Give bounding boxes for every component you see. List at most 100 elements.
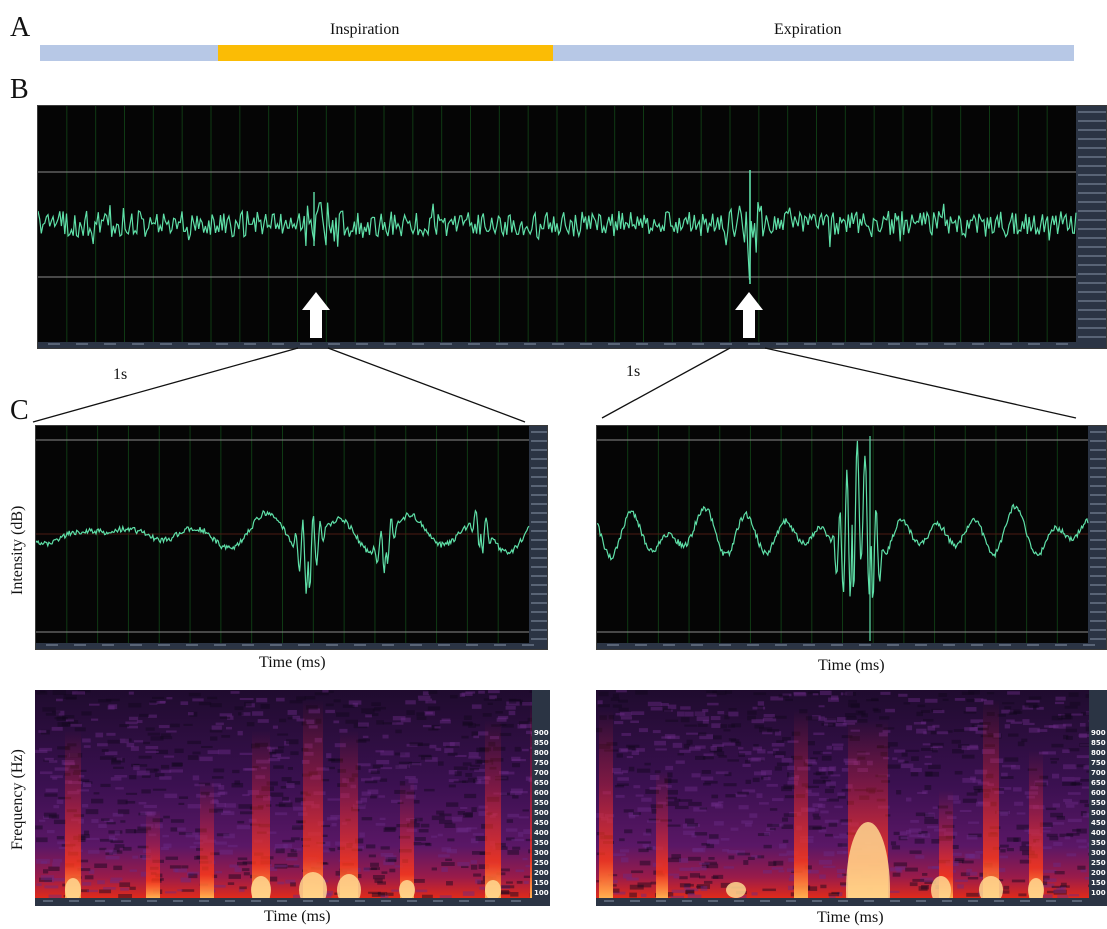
spectrogram-speckle (446, 802, 459, 807)
spectrogram-speckle (787, 765, 795, 771)
spectrogram-speckle (377, 881, 386, 885)
frequency-tick-label: 250 (534, 859, 549, 867)
spectrogram-speckle (841, 873, 849, 876)
waveform-zoom-inspiration-svg (36, 426, 547, 649)
spectrogram-speckle (285, 879, 296, 884)
spectrogram-speckle (872, 707, 879, 712)
spectrogram-speckle (499, 884, 511, 889)
spectrogram-speckle (217, 749, 231, 755)
spectrogram-speckle (117, 799, 128, 805)
spectrogram-speckle (381, 871, 388, 874)
spectrogram-speckle (333, 699, 341, 703)
spectrogram-speckle (674, 798, 681, 802)
spectrogram-speckle (414, 817, 423, 822)
spectrogram-speckle (322, 849, 331, 853)
spectrogram-speckle (99, 889, 112, 894)
spectrogram-speckle (712, 874, 724, 879)
spectrogram-speckle (274, 863, 288, 869)
spectrogram-speckle (511, 838, 524, 842)
spectrogram-speckle (769, 827, 776, 831)
spectrogram-speckle (127, 725, 139, 729)
spectrogram-speckle (79, 889, 89, 893)
spectrogram-speckle (98, 824, 107, 829)
spectrogram-speckle (738, 747, 744, 750)
spectrogram-speckle (111, 758, 125, 763)
spectrogram-speckle (898, 759, 905, 763)
spectrogram-speckle (468, 756, 481, 759)
spectrogram-speckle (1041, 883, 1055, 888)
spectrogram-speckle (126, 743, 135, 748)
x-axis-title-spectro-right: Time (ms) (817, 909, 884, 926)
spectrogram-speckle (446, 848, 458, 854)
spectrogram-speckle (619, 849, 630, 853)
spectrogram-speckle (500, 891, 511, 895)
spectrogram-speckle (79, 774, 85, 778)
frequency-tick-label: 250 (1091, 859, 1106, 867)
spectrogram-speckle (848, 699, 857, 703)
frequency-tick-label: 450 (534, 819, 549, 827)
spectrogram-speckle (287, 781, 301, 785)
spectrogram-speckle (192, 775, 200, 781)
spectrogram-speckle (623, 809, 634, 813)
spectrogram-speckle (612, 768, 621, 774)
spectrogram-speckle (488, 690, 500, 694)
spectrogram-speckle (652, 730, 661, 734)
frequency-tick-label: 300 (1091, 849, 1106, 857)
spectrogram-speckle (219, 713, 233, 717)
spectrogram-speckle (694, 711, 706, 717)
spectrogram-speckle (227, 844, 238, 848)
spectrogram-speckle (1079, 733, 1087, 739)
spectrogram-speckle (1010, 709, 1021, 714)
spectrogram-speckle (728, 724, 736, 728)
spectrogram-speckle (824, 819, 839, 824)
spectrogram-speckle (459, 693, 466, 697)
spectrogram-speckle (736, 850, 746, 856)
spectrogram-speckle (465, 691, 476, 694)
spectrogram-speckle (333, 720, 340, 724)
spectrogram-speckle (717, 710, 725, 715)
spectrogram-speckle (383, 827, 396, 833)
spectrogram-speckle (514, 746, 521, 752)
spectrogram-speckle (199, 756, 213, 762)
spectrogram-speckle (93, 792, 100, 795)
spectrogram-speckle (708, 857, 715, 860)
spectrogram-speckle (408, 762, 421, 767)
spectrogram-speckle (498, 770, 509, 775)
frequency-tick-label: 850 (1091, 739, 1106, 747)
spectrogram-speckle (709, 834, 719, 839)
spectrogram-speckle (321, 779, 330, 782)
spectrogram-speckle (477, 760, 489, 764)
spectrogram-speckle (1000, 776, 1014, 779)
spectrogram-speckle (915, 812, 929, 817)
spectrogram-speckle (471, 731, 479, 736)
spectrogram-speckle (823, 865, 836, 868)
spectrogram-speckle (74, 727, 86, 732)
spectrogram-speckle (391, 889, 399, 892)
spectrogram-speckle (398, 764, 410, 768)
spectrogram-speckle (242, 768, 255, 771)
spectrogram-speckle (933, 709, 945, 714)
spectrogram-speckle (910, 772, 919, 777)
spectrogram-speckle (237, 730, 243, 736)
spectrogram-speckle (240, 811, 254, 815)
spectrogram-speckle (896, 790, 902, 795)
spectrogram-speckle (140, 855, 151, 858)
spectrogram-speckle (106, 732, 116, 736)
spectrogram-speckle (928, 764, 941, 770)
spectrogram-speckle (687, 894, 702, 899)
arrow-up-icon (302, 292, 330, 338)
spectrogram-speckle (461, 735, 469, 739)
spectrogram-speckle (680, 717, 690, 723)
spectrogram-speckle (475, 759, 483, 764)
spectrogram-speckle (805, 759, 816, 764)
spectrogram-speckle (1016, 824, 1029, 830)
spectrogram-speckle (637, 841, 651, 844)
spectrogram-speckle (638, 848, 649, 853)
spectrogram-speckle (1003, 885, 1010, 890)
spectrogram-speckle (322, 690, 329, 693)
spectrogram-speckle (48, 814, 60, 819)
spectrogram-speckle (463, 715, 472, 720)
spectrogram-speckle (725, 794, 736, 798)
spectrogram-speckle (900, 836, 909, 840)
spectrogram-speckle (462, 891, 475, 896)
